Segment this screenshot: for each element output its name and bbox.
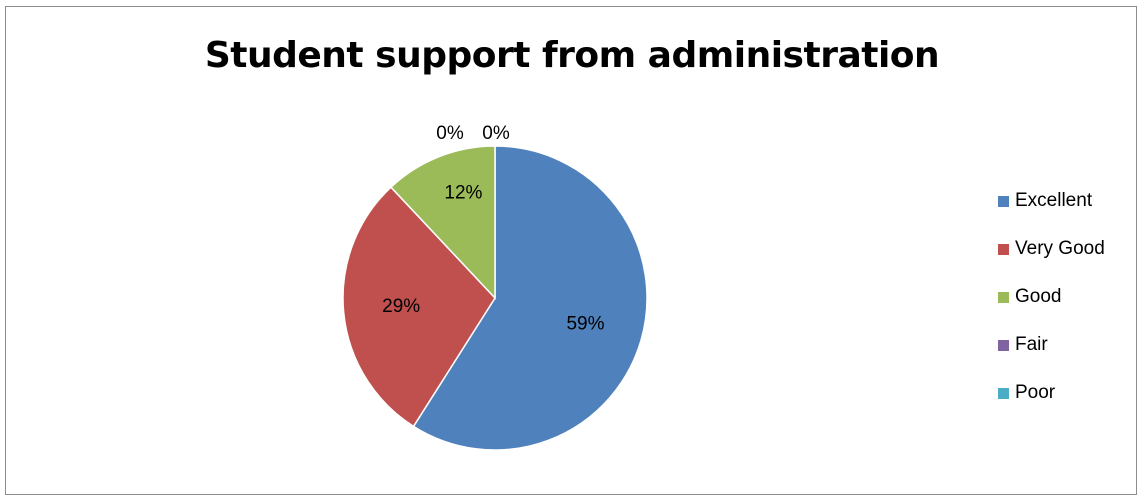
legend-item-good: Good: [998, 285, 1105, 309]
legend-label-good: Good: [1015, 286, 1062, 307]
legend-swatch-fair: [998, 339, 1009, 351]
data-label-fair: 0%: [436, 123, 464, 144]
pie-slice-good: [389, 145, 496, 300]
data-label-poor: 0%: [482, 123, 510, 144]
legend-label-poor: Poor: [1015, 382, 1056, 403]
legend-item-fair: Fair: [998, 333, 1105, 357]
pie-slice-very-good: [342, 186, 496, 428]
legend-item-very-good: Very Good: [998, 237, 1105, 261]
legend-label-very-good: Very Good: [1015, 238, 1105, 259]
legend-swatch-poor: [998, 387, 1009, 399]
legend-label-fair: Fair: [1015, 334, 1048, 355]
data-label-excellent: 59%: [566, 313, 604, 334]
data-label-good: 12%: [444, 182, 482, 203]
legend-swatch-very-good: [998, 243, 1009, 255]
data-label-very-good: 29%: [382, 296, 420, 317]
legend-swatch-excellent: [998, 195, 1009, 207]
legend-swatch-good: [998, 291, 1009, 303]
chart-title: Student support from administration: [204, 35, 940, 76]
legend-item-excellent: Excellent: [998, 189, 1105, 213]
chart-legend: Excellent Very Good Good Fair Poor: [998, 189, 1105, 429]
pie-slice-excellent: [412, 145, 648, 451]
legend-item-poor: Poor: [998, 381, 1105, 405]
legend-label-excellent: Excellent: [1015, 190, 1093, 211]
